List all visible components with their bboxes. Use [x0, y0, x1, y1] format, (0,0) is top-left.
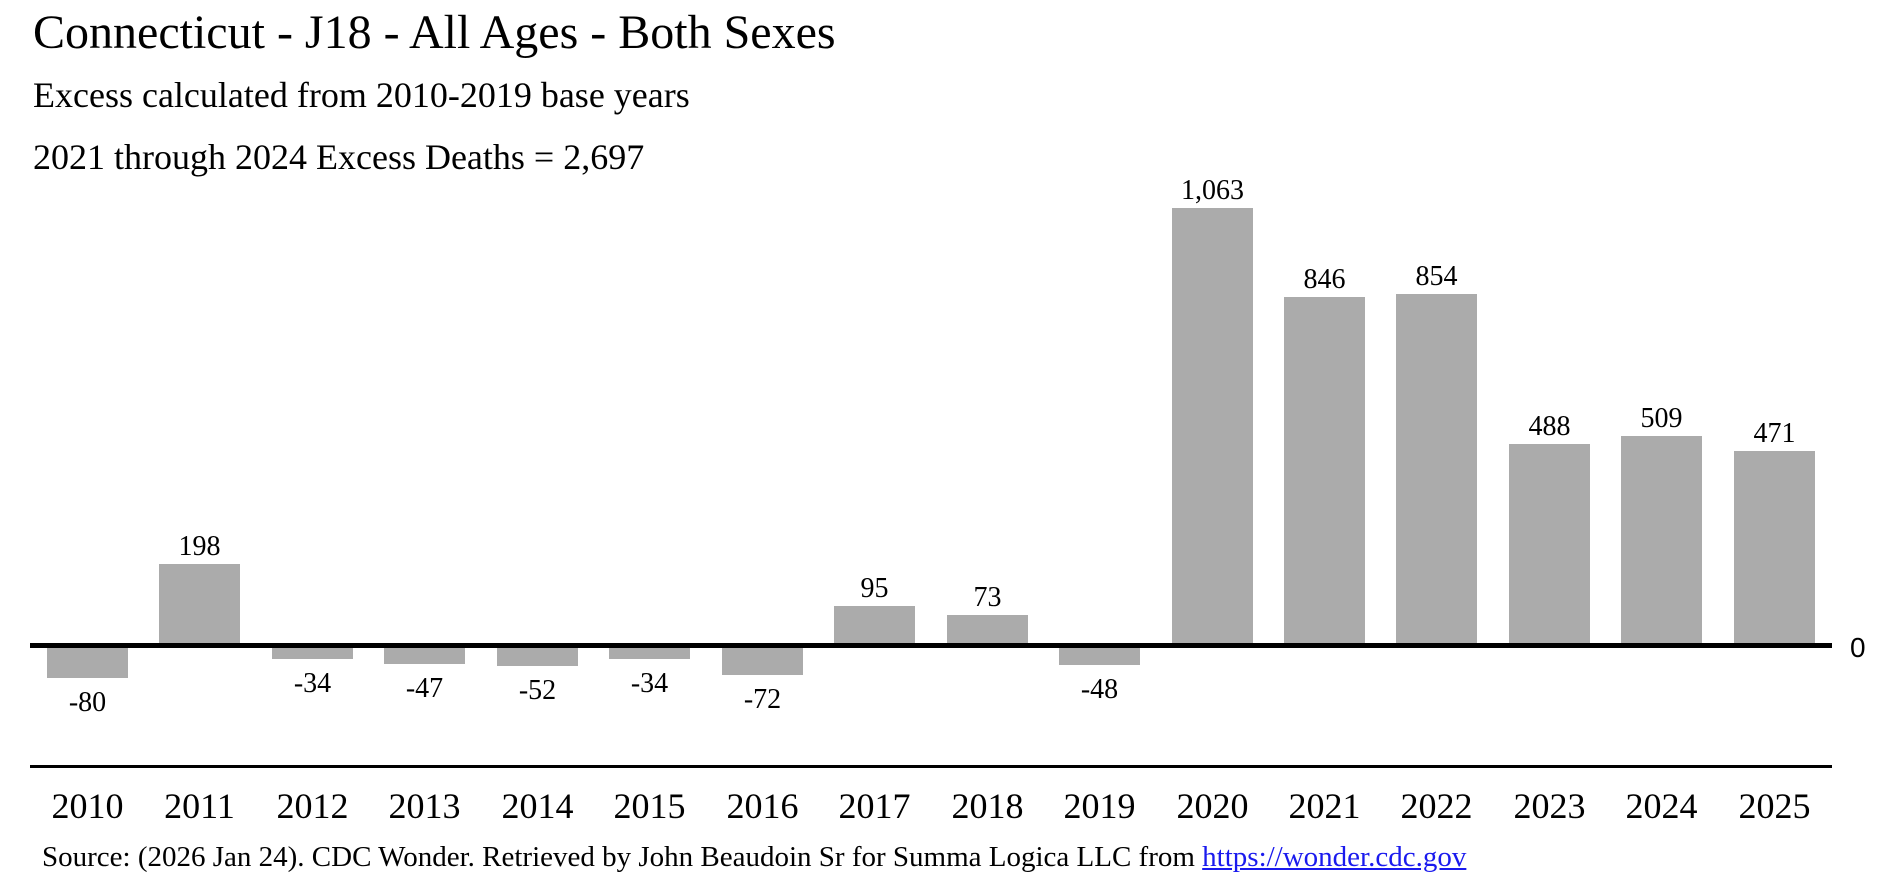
bar-2016	[722, 645, 803, 675]
x-axis-tick-2014: 2014	[501, 786, 574, 826]
bar-2019	[1059, 645, 1140, 665]
source-text: Source: (2026 Jan 24). CDC Wonder. Retri…	[42, 841, 1203, 873]
bar-value-label-2020: 1,063	[1181, 175, 1244, 206]
bar-value-label-2012: -34	[293, 668, 332, 699]
bar-2023	[1509, 444, 1590, 645]
bar-value-label-2010: -80	[68, 687, 107, 718]
page-title: Connecticut - J18 - All Ages - Both Sexe…	[33, 6, 836, 59]
x-axis-tick-2024: 2024	[1625, 786, 1698, 826]
bar-value-label-2017: 95	[860, 573, 889, 604]
bar-value-label-2013: -47	[405, 673, 444, 704]
source-link[interactable]: https://wonder.cdc.gov	[1202, 841, 1467, 873]
bar-value-label-2018: 73	[973, 582, 1002, 613]
x-axis-line	[30, 765, 1832, 768]
bar-2015	[609, 645, 690, 659]
bar-value-label-2016: -72	[743, 684, 782, 715]
bar-value-label-2014: -52	[518, 675, 557, 706]
bar-2010	[47, 645, 128, 678]
x-axis-tick-2022: 2022	[1400, 786, 1473, 826]
bar-value-label-2011: 198	[178, 531, 221, 562]
bar-2022	[1396, 294, 1477, 645]
bar-value-label-2019: -48	[1080, 674, 1119, 705]
bar-value-label-2015: -34	[630, 668, 669, 699]
x-axis-tick-2013: 2013	[388, 786, 461, 826]
bar-2021	[1284, 297, 1365, 645]
x-axis-tick-2010: 2010	[51, 786, 124, 826]
x-axis-tick-2020: 2020	[1176, 786, 1249, 826]
x-axis-tick-2023: 2023	[1513, 786, 1586, 826]
x-axis-tick-2018: 2018	[951, 786, 1024, 826]
bar-value-label-2022: 854	[1415, 261, 1458, 292]
bar-value-label-2025: 471	[1753, 418, 1796, 449]
x-axis-tick-2016: 2016	[726, 786, 799, 826]
x-axis-tick-2015: 2015	[613, 786, 686, 826]
bar-value-label-2021: 846	[1303, 264, 1346, 295]
x-axis-tick-2021: 2021	[1288, 786, 1361, 826]
bar-2014	[497, 645, 578, 666]
bar-value-label-2023: 488	[1528, 411, 1571, 442]
x-axis-tick-2017: 2017	[838, 786, 911, 826]
bar-2024	[1621, 436, 1702, 645]
x-axis-tick-2025: 2025	[1738, 786, 1811, 826]
bar-2012	[272, 645, 353, 659]
bar-2017	[834, 606, 915, 645]
x-axis-tick-2011: 2011	[164, 786, 235, 826]
bar-2018	[947, 615, 1028, 645]
x-axis-tick-2019: 2019	[1063, 786, 1136, 826]
bar-2011	[159, 564, 240, 645]
subtitle-base-years: Excess calculated from 2010-2019 base ye…	[33, 75, 690, 115]
zero-baseline	[30, 643, 1832, 648]
x-axis-tick-2012: 2012	[276, 786, 349, 826]
source-line: Source: (2026 Jan 24). CDC Wonder. Retri…	[42, 840, 1466, 875]
excess-deaths-total-line: 2021 through 2024 Excess Deaths = 2,697	[33, 137, 645, 177]
bar-2025	[1734, 451, 1815, 645]
bar-2020	[1172, 208, 1253, 645]
zero-tick-label: 0	[1850, 632, 1866, 663]
bar-value-label-2024: 509	[1640, 403, 1683, 434]
bar-2013	[384, 645, 465, 664]
